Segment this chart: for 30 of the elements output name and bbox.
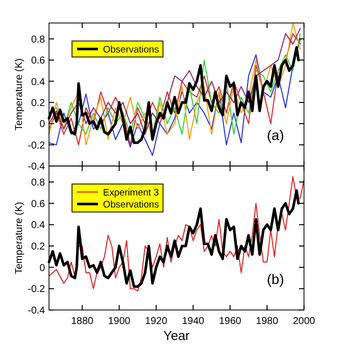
- y-tick-label: 0.6: [31, 198, 46, 210]
- y-tick-label: 0.8: [31, 34, 46, 46]
- line-series: [48, 176, 304, 292]
- x-axis-title: Year: [163, 328, 190, 343]
- x-tick-label: 2000: [292, 316, 316, 327]
- x-tick-label: 1920: [145, 316, 168, 327]
- x-tick-label: 1980: [256, 316, 279, 327]
- y-tick-label: -0.2: [28, 284, 46, 296]
- legend-label: Experiment 3: [103, 188, 159, 198]
- x-tick-label: 1900: [108, 316, 131, 327]
- y-tick-label: 0.6: [31, 56, 46, 67]
- y-tick-label: 0: [39, 119, 46, 130]
- y-tick-label: -0.2: [28, 140, 46, 152]
- y-tick-label: -0.4: [28, 162, 46, 172]
- y-tick-label: 0: [39, 262, 46, 274]
- x-tick-label: 1940: [182, 316, 205, 327]
- y-tick-label: 0.8: [31, 178, 46, 188]
- y-tick-label: 0.4: [31, 220, 46, 232]
- y-tick-label: -0.4: [28, 306, 46, 316]
- y-tick-label: 0.2: [31, 242, 46, 252]
- legend-label: Observations: [103, 44, 160, 56]
- y-axis-title: Temperature (K): [14, 202, 25, 274]
- y-tick-label: 0.4: [31, 76, 46, 88]
- x-tick-label: 1960: [218, 316, 242, 327]
- annotation: (a): [266, 127, 284, 143]
- x-tick-label: 1880: [71, 316, 94, 327]
- annotation: (b): [266, 271, 284, 287]
- y-axis-title: Temperature (K): [14, 58, 25, 131]
- legend-label: Observations: [103, 200, 160, 210]
- y-tick-label: 0.2: [31, 98, 46, 109]
